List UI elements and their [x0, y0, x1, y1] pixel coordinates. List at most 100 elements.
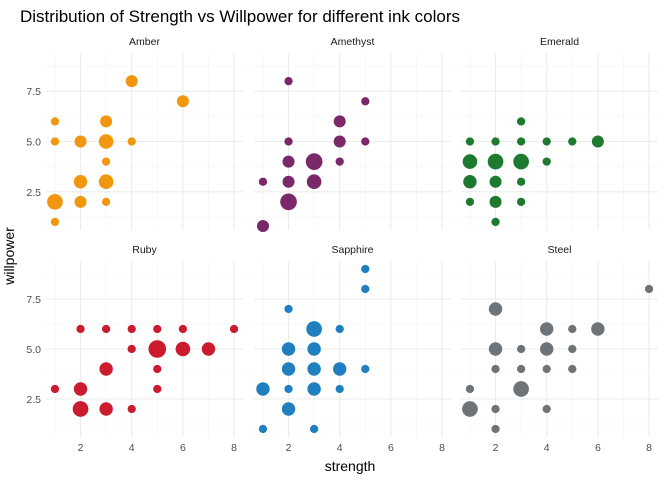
data-point [127, 324, 136, 334]
x-tick-label: 6 [388, 442, 394, 454]
x-tick-label: 4 [129, 442, 135, 454]
data-point [281, 362, 296, 376]
data-point [153, 364, 162, 374]
data-point [465, 137, 475, 146]
data-point [465, 197, 475, 206]
data-point [201, 342, 216, 356]
data-point [516, 344, 526, 354]
x-tick-label: 8 [646, 442, 652, 454]
data-point [491, 424, 500, 434]
y-tick-label: 7.5 [26, 86, 41, 98]
x-tick-label: 2 [286, 442, 292, 454]
data-point [333, 362, 347, 376]
data-point [282, 155, 295, 168]
data-point [488, 342, 503, 356]
data-point [258, 424, 268, 434]
data-point [309, 424, 319, 434]
data-point [491, 137, 500, 146]
data-point [72, 401, 89, 417]
data-point [568, 137, 577, 146]
x-tick-label: 4 [337, 442, 343, 454]
data-point [98, 134, 114, 149]
facet-label: Sapphire [331, 244, 373, 256]
data-point [153, 324, 162, 334]
data-point [256, 382, 270, 396]
data-point [127, 137, 136, 146]
data-point [284, 77, 293, 86]
data-point [50, 384, 60, 394]
data-point [178, 324, 188, 334]
data-point [47, 193, 63, 210]
data-point [568, 344, 577, 354]
data-point [462, 401, 478, 417]
x-tick-label: 2 [78, 442, 84, 454]
facet-label: Steel [548, 244, 572, 256]
data-point [229, 324, 239, 334]
data-point [491, 217, 500, 227]
data-point [361, 137, 370, 146]
facet-label: Ruby [132, 244, 157, 256]
facet-label: Amber [129, 36, 160, 48]
y-axis-label: willpower [1, 227, 17, 286]
data-point [516, 117, 526, 126]
data-point [284, 384, 293, 394]
data-point [76, 324, 85, 334]
data-point [284, 304, 293, 314]
data-point [175, 341, 191, 357]
data-point [127, 344, 136, 354]
facet-panels: Amber 2.5 5.0 7.5 Amethyst Emerald Ruby 2.5 5.0 7… [26, 36, 658, 454]
data-point [513, 381, 529, 397]
x-tick-label: 6 [595, 442, 601, 454]
facet-label: Amethyst [331, 36, 375, 48]
data-point [99, 402, 113, 416]
data-point [488, 302, 503, 316]
facet-label: Emerald [540, 36, 579, 48]
data-point [591, 322, 605, 336]
data-point [305, 153, 323, 170]
data-point [540, 342, 554, 356]
data-point [280, 193, 297, 211]
data-point [335, 384, 344, 394]
data-point [491, 404, 500, 414]
data-point [281, 402, 296, 416]
data-point [542, 157, 551, 166]
panel-emerald: Emerald [461, 36, 658, 230]
x-axis-label: strength [325, 458, 376, 474]
data-point [282, 175, 295, 188]
y-tick-label: 5.0 [26, 344, 41, 356]
y-tick-label: 5.0 [26, 137, 41, 149]
data-point [256, 219, 269, 232]
data-point [568, 324, 577, 334]
data-point [361, 364, 370, 374]
data-point [307, 362, 321, 376]
data-point [516, 197, 526, 206]
data-point [540, 322, 554, 336]
data-point [335, 324, 344, 334]
data-point [516, 364, 526, 374]
panel-ruby: Ruby 2.5 5.0 7.5 2 4 6 8 [26, 244, 243, 454]
data-point [591, 135, 604, 148]
data-point [50, 117, 60, 126]
data-point [73, 382, 88, 396]
data-point [100, 115, 113, 128]
data-point [542, 404, 551, 414]
data-point [307, 342, 321, 356]
data-point [284, 137, 293, 146]
data-point [462, 154, 478, 169]
panel-amethyst: Amethyst [254, 36, 451, 232]
data-point [281, 342, 296, 356]
data-point [335, 157, 344, 166]
data-point [127, 404, 136, 414]
data-point [258, 177, 268, 186]
data-point [125, 75, 138, 88]
y-tick-label: 2.5 [26, 394, 41, 406]
data-point [101, 324, 111, 334]
data-point [50, 137, 60, 146]
data-point [516, 177, 526, 186]
data-point [516, 137, 526, 146]
data-point [99, 362, 113, 376]
x-tick-label: 8 [439, 442, 445, 454]
data-point [73, 175, 88, 189]
data-point [513, 153, 529, 170]
